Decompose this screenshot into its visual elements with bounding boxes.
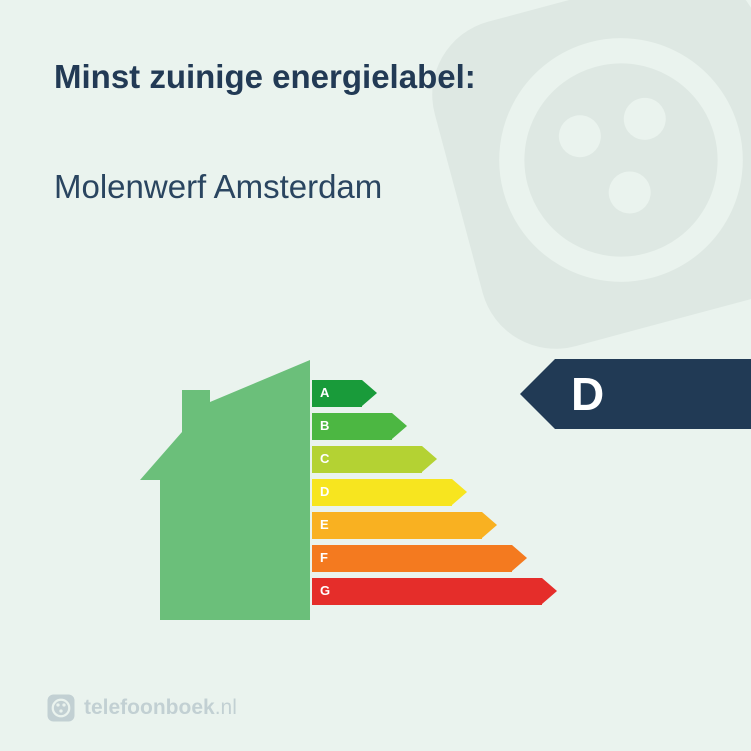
rating-letter: D <box>571 367 604 421</box>
badge-arrow-icon <box>520 359 555 429</box>
energy-bar-label: A <box>320 385 329 400</box>
brand-name-bold: telefoonboek <box>84 696 215 719</box>
badge-body: D <box>555 359 751 429</box>
energy-bar-label: F <box>320 550 328 565</box>
brand-name-tld: .nl <box>215 696 237 719</box>
brand-icon <box>46 693 76 723</box>
rating-badge: D <box>520 359 751 429</box>
brand-text: telefoonboek.nl <box>84 696 237 720</box>
house-icon <box>140 360 310 620</box>
energy-bar-label: D <box>320 484 329 499</box>
location-name: Molenwerf Amsterdam <box>54 168 382 206</box>
page-title: Minst zuinige energielabel: <box>54 58 476 96</box>
energy-bar-label: G <box>320 583 330 598</box>
energy-bar-label: C <box>320 451 329 466</box>
footer-brand: telefoonboek.nl <box>46 693 237 723</box>
energy-bar-label: E <box>320 517 329 532</box>
energy-bar-label: B <box>320 418 329 433</box>
